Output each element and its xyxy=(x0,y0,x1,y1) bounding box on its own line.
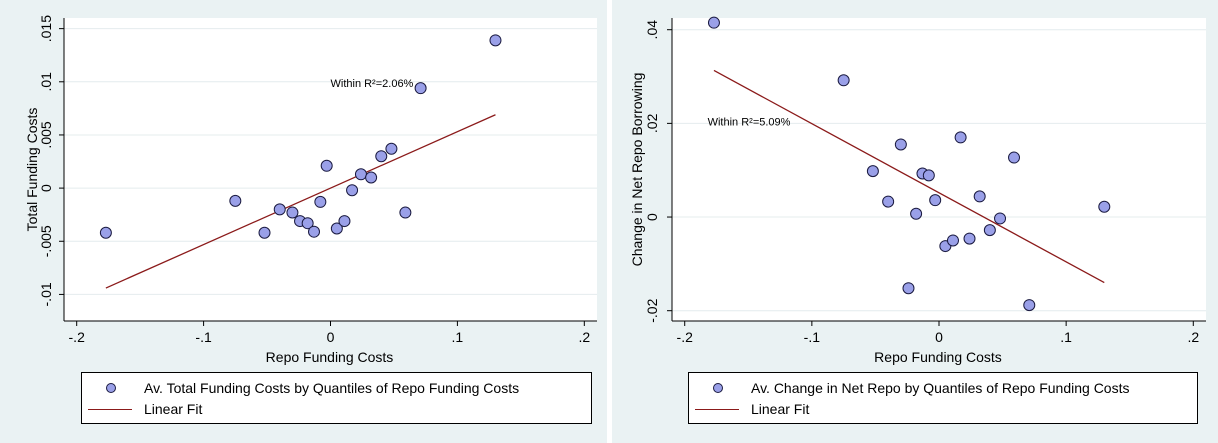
r-squared-annotation: Within R²=5.09% xyxy=(708,117,791,129)
right-legend-line-row: Linear Fit xyxy=(689,400,1197,420)
data-point xyxy=(1023,299,1036,312)
data-point xyxy=(994,212,1007,225)
left-legend-line-row: Linear Fit xyxy=(82,400,591,420)
data-point xyxy=(946,234,959,247)
y-tick-label: -.005 xyxy=(38,225,54,257)
data-point xyxy=(414,82,427,95)
y-tick-label: .005 xyxy=(38,121,54,148)
x-tick-label: -.1 xyxy=(195,329,212,345)
y-tick-label: 0 xyxy=(38,184,54,192)
right-scatter-chart: -.02 0 .02 .04 -.2 -.1 0 .1 .2 Repo Funding Costs… xyxy=(629,16,1206,365)
data-point xyxy=(882,195,895,208)
data-point xyxy=(922,169,935,182)
data-point xyxy=(365,171,378,184)
x-tick-label: -.1 xyxy=(804,329,821,345)
data-point xyxy=(399,206,412,219)
right-legend-line-label: Linear Fit xyxy=(751,401,810,417)
data-point xyxy=(354,168,367,181)
right-legend-marker-row: Av. Change in Net Repo by Quantiles of R… xyxy=(689,379,1197,399)
data-point xyxy=(902,282,915,295)
left-scatter-chart: -.01 -.005 0 .005 .01 .015 -.2 -.1 0 .1 .2 Repo Fun… xyxy=(24,15,597,365)
x-tick-label: -.2 xyxy=(69,329,86,345)
legend-marker-symbol xyxy=(106,383,116,393)
data-point xyxy=(1098,200,1111,213)
data-point xyxy=(320,159,333,172)
data-point xyxy=(929,194,942,207)
legend-marker-symbol xyxy=(713,383,723,393)
left-legend-marker-row: Av. Total Funding Costs by Quantiles of … xyxy=(82,379,591,399)
data-point xyxy=(963,232,976,245)
data-point xyxy=(837,74,850,87)
data-point xyxy=(1008,151,1021,164)
data-point xyxy=(229,194,242,207)
data-point xyxy=(894,138,907,151)
x-tick-label: .2 xyxy=(578,329,590,345)
right-legend: Av. Change in Net Repo by Quantiles of R… xyxy=(688,372,1198,424)
data-point xyxy=(983,224,996,237)
legend-line-symbol xyxy=(88,409,132,410)
legend-line-symbol xyxy=(695,409,739,410)
x-tick-label: .1 xyxy=(1060,329,1072,345)
x-axis-title: Repo Funding Costs xyxy=(266,349,394,365)
x-tick-label: 0 xyxy=(327,329,335,345)
data-point xyxy=(273,203,286,216)
data-point xyxy=(258,226,271,239)
left-legend-line-label: Linear Fit xyxy=(144,401,203,417)
data-point xyxy=(338,215,351,228)
data-point xyxy=(910,207,923,220)
x-tick-label: -.2 xyxy=(677,329,694,345)
linear-fit-line xyxy=(713,69,1105,284)
data-point xyxy=(375,150,388,163)
linear-fit-line xyxy=(105,114,496,289)
data-point xyxy=(954,131,967,144)
left-chart-panel: -.01 -.005 0 .005 .01 .015 -.2 -.1 0 .1 .2 Repo Fun… xyxy=(0,0,607,443)
data-point xyxy=(286,206,299,219)
data-point xyxy=(314,195,327,208)
data-point xyxy=(308,225,321,238)
y-tick-label: -.01 xyxy=(38,282,54,306)
y-tick-label: .015 xyxy=(38,15,54,42)
plot-area xyxy=(672,18,1206,321)
y-tick-label: .01 xyxy=(38,72,54,92)
x-tick-label: .2 xyxy=(1187,329,1199,345)
x-axis-title: Repo Funding Costs xyxy=(874,349,1002,365)
data-point xyxy=(707,16,720,29)
x-tick-label: 0 xyxy=(935,329,943,345)
y-tick-label: -.02 xyxy=(644,298,660,322)
data-point xyxy=(385,142,398,155)
left-legend: Av. Total Funding Costs by Quantiles of … xyxy=(81,372,592,424)
y-axis-title: Total Funding Costs xyxy=(24,108,40,232)
left-legend-marker-label: Av. Total Funding Costs by Quantiles of … xyxy=(144,380,520,396)
y-axis-title: Change in Net Repo Borrowing xyxy=(629,73,645,267)
y-tick-label: .02 xyxy=(644,113,660,133)
y-tick-label: 0 xyxy=(644,213,660,221)
data-point xyxy=(489,34,502,47)
right-chart-panel: -.02 0 .02 .04 -.2 -.1 0 .1 .2 Repo Funding Costs… xyxy=(612,0,1218,443)
data-point xyxy=(866,165,879,178)
y-tick-label: .04 xyxy=(644,20,660,40)
data-point xyxy=(301,217,314,230)
data-point xyxy=(99,226,112,239)
right-legend-marker-label: Av. Change in Net Repo by Quantiles of R… xyxy=(751,380,1130,396)
x-tick-label: .1 xyxy=(452,329,464,345)
data-point xyxy=(346,184,359,197)
data-point xyxy=(330,222,343,235)
data-point xyxy=(973,190,986,203)
r-squared-annotation: Within R²=2.06% xyxy=(331,78,414,90)
